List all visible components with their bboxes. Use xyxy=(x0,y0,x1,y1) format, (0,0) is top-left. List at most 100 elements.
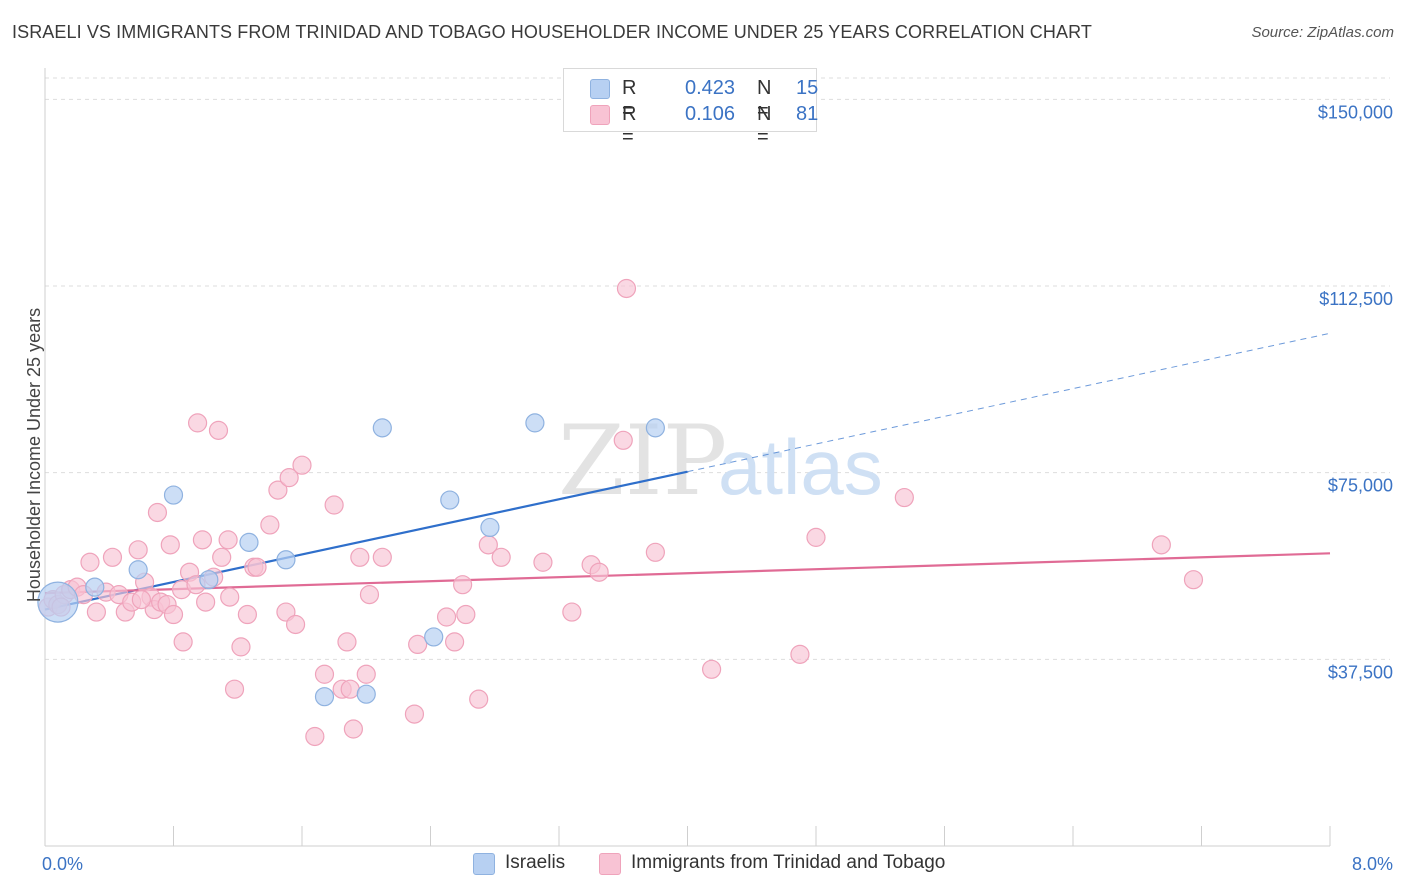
legend-n-value: 15 xyxy=(796,77,819,99)
data-point-trinidad-tobago xyxy=(314,664,335,684)
data-point-trinidad-tobago xyxy=(86,602,107,622)
data-point-trinidad-tobago xyxy=(231,637,251,657)
data-point-trinidad-tobago xyxy=(131,589,151,610)
data-point-trinidad-tobago xyxy=(279,468,299,488)
data-point-trinidad-tobago xyxy=(292,455,312,475)
data-point-trinidad-tobago xyxy=(589,562,609,582)
data-point-trinidad-tobago xyxy=(208,420,229,440)
series-trinidad-tobago xyxy=(38,278,1204,747)
data-point-trinidad-tobago xyxy=(806,527,826,547)
data-point-trinidad-tobago xyxy=(268,480,288,500)
source-label: Source: ZipAtlas.com xyxy=(1251,24,1394,41)
data-point-trinidad-tobago xyxy=(80,552,100,572)
legend-n-label: N = xyxy=(757,103,772,148)
data-point-trinidad-tobago xyxy=(163,604,184,625)
y-axis-label: Householder Income Under 25 years xyxy=(24,308,44,602)
legend-swatch-israelis xyxy=(590,79,610,99)
data-point-trinidad-tobago xyxy=(337,632,357,652)
data-point-israelis xyxy=(163,485,184,505)
legend-label-israelis: Israelis xyxy=(505,852,566,873)
data-point-trinidad-tobago xyxy=(324,495,344,515)
data-point-israelis xyxy=(239,532,259,552)
correlation-legend: R = 0.423 N = 15 R = 0.106 N = 81 xyxy=(563,68,819,148)
data-point-trinidad-tobago xyxy=(260,515,280,535)
legend-swatch-israelis xyxy=(473,853,495,875)
data-point-trinidad-tobago xyxy=(247,557,267,577)
data-point-trinidad-tobago xyxy=(491,547,511,567)
legend-r-value: 0.423 xyxy=(685,77,736,99)
y-tick-label: $75,000 xyxy=(1328,476,1393,496)
data-point-trinidad-tobago xyxy=(350,547,370,567)
data-point-israelis xyxy=(314,687,335,707)
data-point-trinidad-tobago xyxy=(436,607,457,627)
data-point-israelis xyxy=(356,684,376,704)
legend-n-value: 81 xyxy=(796,103,819,125)
data-point-trinidad-tobago xyxy=(456,604,476,625)
data-point-israelis xyxy=(480,517,500,538)
data-point-trinidad-tobago xyxy=(616,278,637,299)
data-point-trinidad-tobago xyxy=(444,632,465,652)
data-point-trinidad-tobago xyxy=(359,585,380,605)
data-point-trinidad-tobago xyxy=(192,530,213,550)
x-tick-label: 8.0% xyxy=(1352,854,1393,874)
watermark-zip: ZIP xyxy=(558,405,727,517)
data-point-trinidad-tobago xyxy=(701,659,722,679)
data-point-trinidad-tobago xyxy=(305,726,325,747)
data-point-trinidad-tobago xyxy=(173,632,193,652)
data-point-trinidad-tobago xyxy=(613,430,633,450)
data-point-israelis xyxy=(199,570,219,590)
data-point-trinidad-tobago xyxy=(894,487,914,508)
legend-r-label: R = xyxy=(622,103,637,148)
data-point-trinidad-tobago xyxy=(562,602,582,622)
data-point-trinidad-tobago xyxy=(147,502,168,523)
data-point-israelis xyxy=(525,413,545,433)
data-point-israelis xyxy=(128,560,148,580)
legend-r-label: R = xyxy=(622,77,637,122)
data-point-trinidad-tobago xyxy=(404,704,425,724)
data-point-trinidad-tobago xyxy=(1151,535,1171,555)
data-point-trinidad-tobago xyxy=(102,547,123,567)
data-point-trinidad-tobago xyxy=(160,535,180,555)
data-point-trinidad-tobago xyxy=(645,542,665,562)
data-point-israelis xyxy=(645,418,665,438)
data-point-trinidad-tobago xyxy=(790,644,810,664)
series-israelis xyxy=(37,413,665,707)
legend-n-label: N = xyxy=(757,77,772,122)
chart-title: ISRAELI VS IMMIGRANTS FROM TRINIDAD AND … xyxy=(12,22,1092,42)
axes xyxy=(44,68,1331,847)
data-point-trinidad-tobago xyxy=(453,575,473,595)
data-point-trinidad-tobago xyxy=(218,530,238,550)
data-point-trinidad-tobago xyxy=(1183,570,1204,590)
data-point-trinidad-tobago xyxy=(220,587,240,607)
y-tick-label: $150,000 xyxy=(1318,102,1393,122)
data-point-trinidad-tobago xyxy=(343,719,363,739)
data-point-trinidad-tobago xyxy=(372,547,392,567)
watermark-atlas: atlas xyxy=(718,423,883,511)
trend-lines xyxy=(44,332,1331,611)
data-point-israelis xyxy=(440,490,460,510)
trend-line-israelis-extrapolated xyxy=(687,332,1331,473)
legend-swatch-trinidad-tobago xyxy=(599,853,621,875)
data-point-trinidad-tobago xyxy=(224,679,245,699)
legend-swatch-trinidad-tobago xyxy=(590,105,610,125)
data-point-israelis xyxy=(276,550,296,570)
trend-line-trinidad-tobago xyxy=(44,552,1331,595)
data-point-trinidad-tobago xyxy=(469,689,489,709)
watermark: ZIP atlas xyxy=(558,405,883,517)
data-point-trinidad-tobago xyxy=(212,547,232,567)
data-point-israelis xyxy=(372,418,392,438)
legend-r-value: 0.106 xyxy=(685,103,736,125)
data-point-trinidad-tobago xyxy=(408,634,428,655)
data-point-trinidad-tobago xyxy=(533,552,553,572)
data-point-trinidad-tobago xyxy=(128,540,148,560)
data-point-israelis xyxy=(424,627,444,647)
data-point-trinidad-tobago xyxy=(187,413,208,433)
data-point-trinidad-tobago xyxy=(237,604,257,625)
y-tick-label: $112,500 xyxy=(1319,289,1393,309)
data-point-trinidad-tobago xyxy=(356,664,376,684)
legend-label-trinidad-tobago: Immigrants from Trinidad and Tobago xyxy=(631,852,946,873)
ticks: $37,500 $75,000 $112,500 $150,000 0.0% 8.0% xyxy=(42,102,1393,874)
x-tick-label: 0.0% xyxy=(42,854,83,874)
data-point-israelis xyxy=(85,577,105,597)
data-point-trinidad-tobago xyxy=(196,592,216,612)
